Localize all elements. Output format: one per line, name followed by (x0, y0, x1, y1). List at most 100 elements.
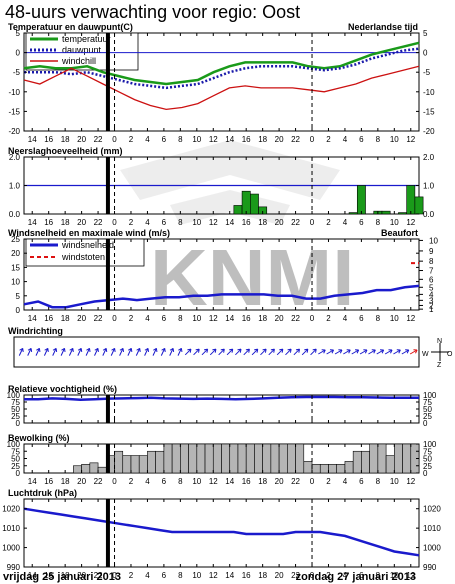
arrow-head (346, 349, 351, 354)
x-tick-label: 16 (242, 571, 251, 580)
y-tick-label-right: 1.0 (423, 182, 435, 191)
arrow-shaft (35, 348, 40, 356)
x-tick-label: 6 (359, 135, 364, 144)
legend-label-temperatuur: temperatuur (62, 34, 111, 44)
x-tick-label: 14 (28, 135, 37, 144)
arrow-head (119, 347, 125, 353)
x-tick-label: 8 (376, 135, 381, 144)
x-tick-label: 18 (258, 477, 267, 486)
arrow-shaft (359, 349, 368, 355)
arrow-shaft (152, 348, 157, 356)
x-tick-label: 4 (343, 314, 348, 323)
cloud-cover-bar (303, 461, 313, 474)
y-tick-label: 0.0 (9, 210, 21, 219)
x-tick-label: 12 (209, 135, 218, 144)
x-tick-label: 8 (178, 135, 183, 144)
x-tick-label: 10 (390, 571, 399, 580)
precipitation-panel: Neerslaghoeveelheid (mm) 2.0 2.0 1.0 1.0 0.0… (8, 146, 435, 227)
current-time-marker (105, 395, 110, 423)
x-tick-label: 6 (162, 218, 167, 227)
x-tick-label: 8 (178, 218, 183, 227)
wind-direction-arrow (384, 349, 393, 355)
y-tick-label-right: 25 (423, 462, 432, 471)
cloud-cover-bar (319, 463, 329, 474)
arrow-head (161, 347, 166, 353)
beaufort-tick-label: 10 (429, 236, 438, 245)
arrow-shaft (77, 348, 82, 356)
arrow-head (19, 347, 24, 353)
arrow-head (245, 348, 250, 353)
arrow-head (254, 348, 259, 353)
arrow-shaft (218, 348, 225, 356)
x-tick-label: 8 (376, 477, 381, 486)
y-tick-label: 50 (11, 455, 20, 464)
x-tick-label: 20 (77, 571, 86, 580)
x-tick-label: 16 (44, 314, 53, 323)
cloud-cover-bar (155, 450, 165, 474)
arrow-head (102, 347, 108, 353)
compass-north: N (437, 338, 442, 345)
arrow-shaft (201, 348, 208, 356)
wind-direction-arrow (18, 347, 24, 356)
x-tick-label: 20 (275, 314, 284, 323)
x-tick-label: 12 (406, 314, 415, 323)
cloud-cover-bar (138, 455, 148, 474)
arrow-shaft (243, 348, 250, 356)
arrow-shaft (68, 348, 74, 356)
x-tick-label: 14 (225, 477, 234, 486)
y-tick-label: 0 (16, 419, 21, 428)
arrow-shaft (384, 349, 393, 355)
arrow-shaft (52, 348, 57, 356)
arrow-head (355, 349, 360, 354)
arrow-head (203, 348, 209, 353)
x-tick-label: 0 (112, 135, 117, 144)
x-tick-label: 14 (225, 314, 234, 323)
arrow-head (52, 347, 58, 353)
x-tick-label: 14 (28, 477, 37, 486)
x-tick-label: 10 (192, 218, 201, 227)
wind-direction-panel: Windrichting N O Z W (8, 326, 453, 369)
x-tick-label: 2 (326, 477, 331, 486)
x-tick-label: 20 (275, 135, 284, 144)
arrow-shaft (401, 349, 410, 355)
x-tick-label: 16 (44, 477, 53, 486)
arrow-shaft (119, 348, 124, 356)
x-tick-label: 20 (77, 135, 86, 144)
series-line-luchtdruk (23, 507, 420, 557)
arrow-head (27, 347, 33, 353)
compass-east: O (447, 351, 453, 358)
x-tick-label: 18 (61, 218, 70, 227)
x-tick-label: 16 (242, 135, 251, 144)
x-tick-label: 6 (162, 571, 167, 580)
x-tick-label: 4 (343, 571, 348, 580)
x-tick-label: 18 (61, 571, 70, 580)
x-tick-label: 18 (61, 135, 70, 144)
x-tick-label: 20 (275, 477, 284, 486)
cloud-cover-bar (262, 443, 272, 474)
arrow-head (187, 348, 192, 353)
y-tick-label: 5 (16, 29, 21, 38)
x-tick-label: 0 (112, 477, 117, 486)
cloud-cover-bar (402, 443, 412, 474)
cloud-cover-bar (254, 443, 263, 474)
cloud-cover-bar (171, 443, 181, 474)
arrow-shaft (160, 348, 166, 356)
y-tick-label-right: 50 (423, 455, 432, 464)
x-tick-label: 12 (209, 477, 218, 486)
current-time-marker (105, 444, 110, 473)
x-tick-label: 4 (145, 314, 150, 323)
x-tick-label: 12 (406, 135, 415, 144)
cloud-cover-bar (73, 465, 82, 474)
wind-direction-arrow (102, 347, 108, 356)
compass-rose: N O Z W (422, 338, 453, 369)
x-tick-label: 22 (291, 477, 300, 486)
pressure-plot-frame (23, 498, 420, 568)
precipitation-bar (381, 210, 391, 215)
arrow-shaft (235, 348, 242, 356)
cloud-cover-bar (344, 461, 354, 474)
y-tick-label-right: -5 (423, 68, 431, 77)
x-tick-label: 12 (406, 477, 415, 486)
wind-direction-arrow (326, 349, 335, 355)
